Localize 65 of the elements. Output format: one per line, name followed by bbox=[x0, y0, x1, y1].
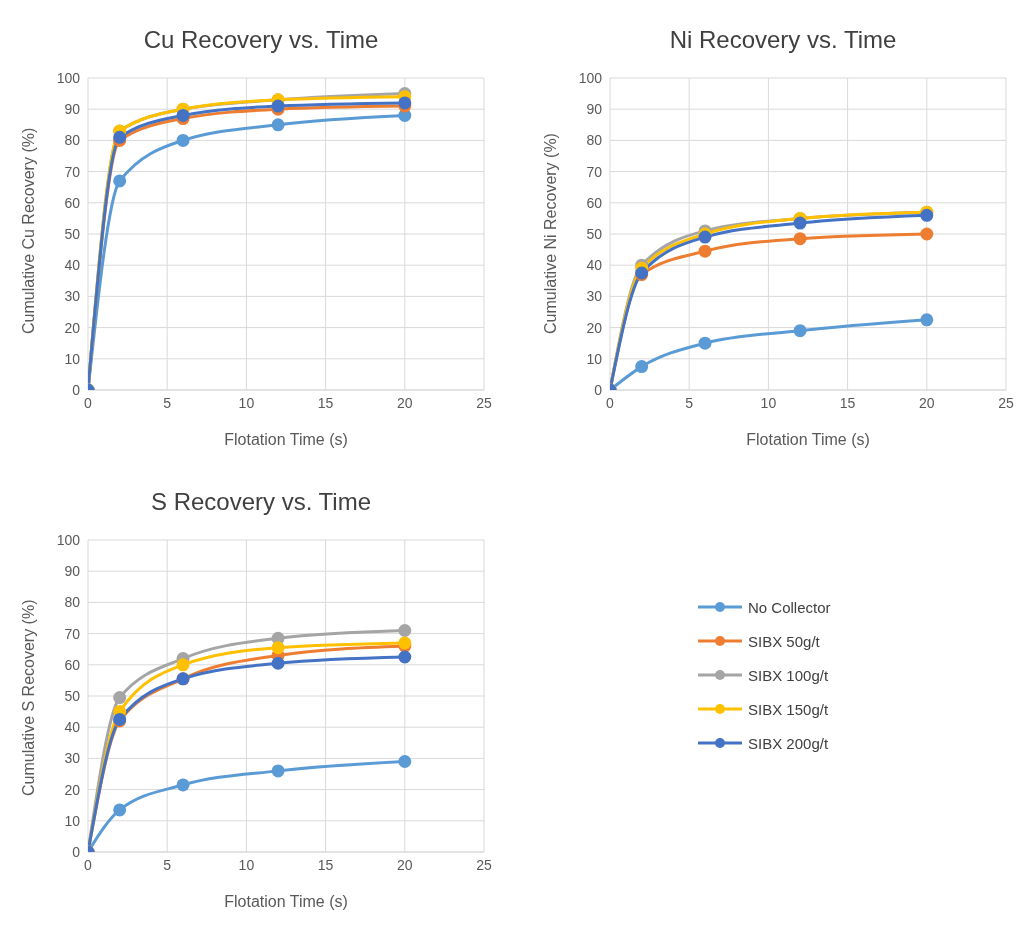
y-tick-label: 30 bbox=[64, 750, 81, 767]
y-tick-label: 80 bbox=[586, 132, 603, 149]
y-tick-label: 0 bbox=[72, 843, 81, 860]
y-tick-label: 60 bbox=[586, 194, 603, 211]
y-tick-label: 70 bbox=[64, 625, 81, 642]
y-tick-label: 50 bbox=[586, 225, 603, 242]
y-tick-label: 40 bbox=[64, 719, 81, 736]
x-tick-label: 10 bbox=[238, 856, 255, 873]
x-tick-label: 25 bbox=[998, 394, 1014, 411]
x-tick-label: 25 bbox=[476, 856, 492, 873]
x-tick-label: 20 bbox=[397, 394, 413, 411]
x-tick-label: 10 bbox=[238, 394, 255, 411]
y-tick-label: 50 bbox=[64, 687, 81, 704]
legend-label: SIBX 100g/t bbox=[748, 666, 829, 684]
chart-title: Ni Recovery vs. Time bbox=[668, 26, 898, 54]
x-tick-label: 15 bbox=[317, 856, 334, 873]
y-tick-label: 20 bbox=[64, 781, 81, 798]
y-axis-title: Cumulative Cu Recovery (%) bbox=[19, 127, 37, 334]
y-tick-label: 100 bbox=[56, 69, 81, 86]
legend-label: SIBX 200g/t bbox=[748, 734, 829, 752]
x-tick-label: 0 bbox=[606, 394, 615, 411]
y-tick-label: 60 bbox=[64, 656, 81, 673]
y-tick-label: 30 bbox=[586, 288, 603, 305]
x-tick-label: 10 bbox=[760, 394, 777, 411]
x-tick-label: 25 bbox=[476, 394, 492, 411]
x-tick-label: 5 bbox=[685, 394, 694, 411]
y-tick-label: 0 bbox=[594, 381, 603, 398]
x-tick-label: 0 bbox=[84, 394, 93, 411]
y-tick-label: 40 bbox=[586, 257, 603, 274]
y-axis-title: Cumulative S Recovery (%) bbox=[19, 599, 37, 796]
x-tick-label: 15 bbox=[317, 394, 334, 411]
legend-label: SIBX 50g/t bbox=[748, 632, 820, 650]
x-tick-label: 20 bbox=[919, 394, 935, 411]
x-tick-label: 20 bbox=[397, 856, 413, 873]
x-axis-title: Flotation Time (s) bbox=[746, 431, 870, 448]
y-tick-label: 10 bbox=[64, 350, 81, 367]
y-tick-label: 90 bbox=[586, 101, 603, 118]
y-tick-label: 20 bbox=[64, 319, 81, 336]
x-tick-label: 15 bbox=[839, 394, 856, 411]
y-tick-label: 50 bbox=[64, 225, 81, 242]
y-tick-label: 70 bbox=[586, 163, 603, 180]
x-tick-label: 5 bbox=[163, 394, 172, 411]
y-tick-label: 70 bbox=[64, 163, 81, 180]
x-tick-label: 5 bbox=[163, 856, 172, 873]
chart-title: Cu Recovery vs. Time bbox=[142, 26, 380, 54]
x-axis-title: Flotation Time (s) bbox=[224, 893, 348, 910]
y-tick-label: 100 bbox=[578, 69, 603, 86]
y-tick-label: 40 bbox=[64, 257, 81, 274]
y-tick-label: 100 bbox=[56, 531, 81, 548]
x-axis-title: Flotation Time (s) bbox=[224, 431, 348, 448]
legend-label: No Collector bbox=[748, 598, 831, 616]
legend-label: SIBX 150g/t bbox=[748, 700, 829, 718]
y-tick-label: 80 bbox=[64, 594, 81, 611]
y-axis-title: Cumulative Ni Recovery (%) bbox=[541, 133, 559, 334]
y-tick-label: 30 bbox=[64, 288, 81, 305]
y-tick-label: 10 bbox=[586, 350, 603, 367]
x-tick-label: 0 bbox=[84, 856, 93, 873]
y-tick-label: 90 bbox=[64, 563, 81, 580]
y-tick-label: 90 bbox=[64, 101, 81, 118]
y-tick-label: 0 bbox=[72, 381, 81, 398]
y-tick-label: 80 bbox=[64, 132, 81, 149]
y-tick-label: 20 bbox=[586, 319, 603, 336]
y-tick-label: 60 bbox=[64, 194, 81, 211]
y-tick-label: 10 bbox=[64, 812, 81, 829]
chart-title: S Recovery vs. Time bbox=[149, 488, 373, 516]
